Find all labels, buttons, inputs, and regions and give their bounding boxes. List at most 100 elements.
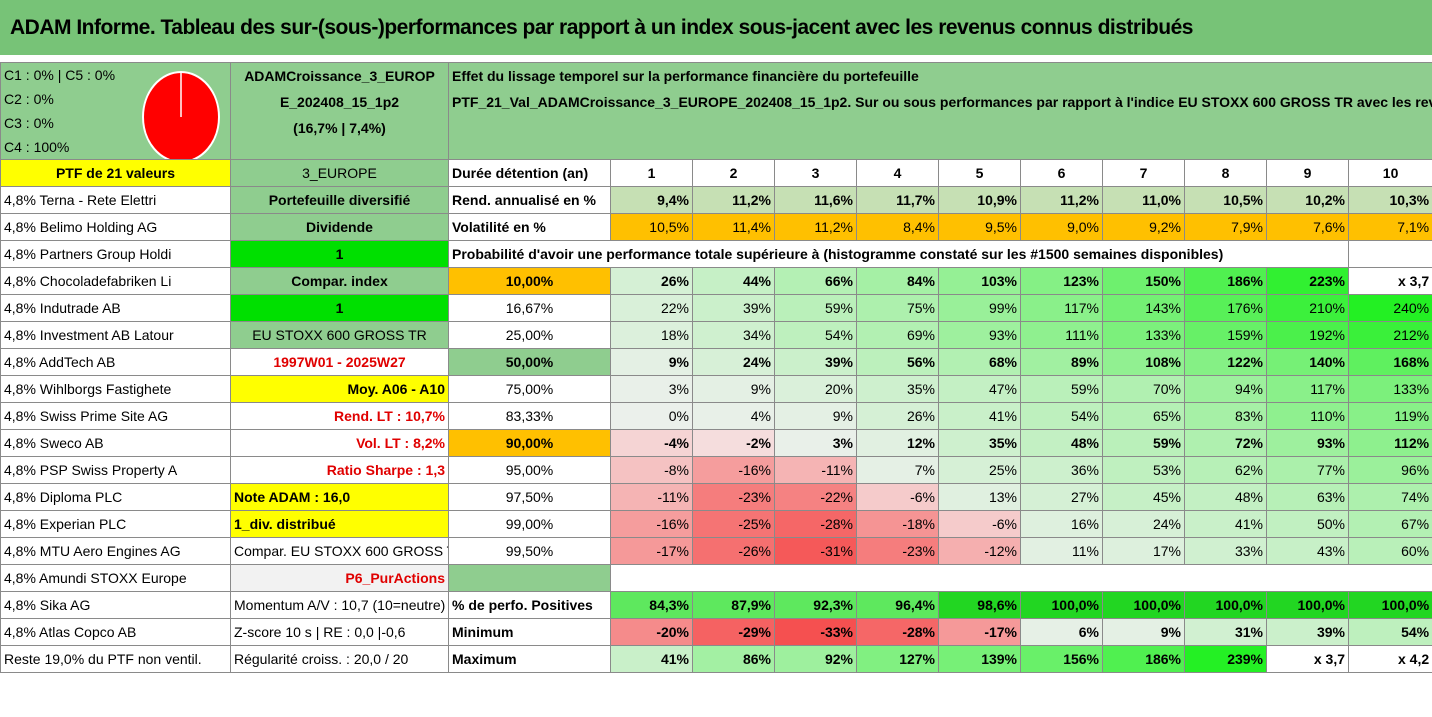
volatility-value: 11,4% — [692, 213, 775, 241]
probability-value: 48% — [1020, 429, 1103, 457]
probability-value: 159% — [1184, 321, 1267, 349]
duration-row: PTF de 21 valeurs 3_EUROPE Durée détention… — [0, 159, 1432, 187]
duration-year: 6 — [1020, 159, 1103, 187]
info-cell: 1 — [230, 240, 449, 268]
minimum-value: -33% — [774, 618, 857, 646]
maximum-value: 156% — [1020, 645, 1103, 673]
probability-value: 59% — [1020, 375, 1103, 403]
info-cell: Note ADAM : 16,0 — [230, 483, 449, 511]
probability-value: 3% — [610, 375, 693, 403]
probability-value: 54% — [774, 321, 857, 349]
probability-value: 56% — [856, 348, 939, 376]
holding-name: 4,8% Wihlborgs Fastighete — [0, 375, 231, 403]
holding-name: 4,8% MTU Aero Engines AG — [0, 537, 231, 565]
probability-value: -23% — [856, 537, 939, 565]
positive-value: 100,0% — [1102, 591, 1185, 619]
probability-value: 119% — [1347, 402, 1432, 430]
table-row: 4,8% Partners Group Holdi 1 Probabilité d'… — [0, 240, 1432, 268]
probability-value: -6% — [856, 483, 939, 511]
probability-value: 9% — [610, 348, 693, 376]
probability-value: 59% — [1102, 429, 1185, 457]
minimum-value: -28% — [856, 618, 939, 646]
positive-label: % de perfo. Positives — [448, 591, 611, 619]
probability-value: -2% — [692, 429, 775, 457]
volatility-value: 8,4% — [856, 213, 939, 241]
empty-cell — [1347, 240, 1432, 268]
probability-value: -23% — [692, 483, 775, 511]
table-row: 4,8% Amundi STOXX Europe P6_PurActions — [0, 564, 1432, 592]
annual-return-value: 11,0% — [1102, 186, 1185, 214]
annual-return-value: 10,2% — [1266, 186, 1349, 214]
positive-value: 100,0% — [1020, 591, 1103, 619]
probability-value: 50% — [1266, 510, 1349, 538]
table-row: 4,8% Sweco AB Vol. LT : 8,2% 90,00% -4% -2% 3… — [0, 429, 1432, 457]
annual-return-value: 11,6% — [774, 186, 857, 214]
probability-value: 43% — [1266, 537, 1349, 565]
description-cell: Effet du lissage temporel sur la perform… — [447, 62, 1432, 160]
info-cell: 1 — [230, 294, 449, 322]
annual-return-value: 11,7% — [856, 186, 939, 214]
duration-year: 4 — [856, 159, 939, 187]
maximum-value: 41% — [610, 645, 693, 673]
volatility-value: 11,2% — [774, 213, 857, 241]
probability-value: 176% — [1184, 294, 1267, 322]
probability-value: 143% — [1102, 294, 1185, 322]
info-cell: EU STOXX 600 GROSS TR — [230, 321, 449, 349]
annual-return-value: 11,2% — [1020, 186, 1103, 214]
probability-level: 50,00% — [448, 348, 611, 376]
probability-value: 7% — [856, 456, 939, 484]
duration-year: 9 — [1266, 159, 1349, 187]
probability-value: 103% — [938, 267, 1021, 295]
probability-value: 63% — [1266, 483, 1349, 511]
description-line: Effet du lissage temporel sur la perform… — [452, 68, 919, 84]
minimum-value: 54% — [1347, 618, 1432, 646]
probability-value: 39% — [774, 348, 857, 376]
minimum-value: 9% — [1102, 618, 1185, 646]
annual-return-value: 10,3% — [1347, 186, 1432, 214]
probability-level: 99,50% — [448, 537, 611, 565]
probability-value: 89% — [1020, 348, 1103, 376]
volatility-value: 7,1% — [1347, 213, 1432, 241]
volatility-label: Volatilité en % — [448, 213, 611, 241]
probability-value: x 3,7 — [1347, 267, 1432, 295]
holding-name: 4,8% PSP Swiss Property A — [0, 456, 231, 484]
probability-level: 75,00% — [448, 375, 611, 403]
annual-return-value: 10,9% — [938, 186, 1021, 214]
minimum-value: -17% — [938, 618, 1021, 646]
probability-value: 41% — [1184, 510, 1267, 538]
info-cell: Z-score 10 s | RE : 0,0 |-0,6 — [230, 618, 449, 646]
info-cell: 1_div. distribué — [230, 510, 449, 538]
probability-value: 77% — [1266, 456, 1349, 484]
info-cell: P6_PurActions — [230, 564, 449, 592]
probability-level: 25,00% — [448, 321, 611, 349]
probability-value: 133% — [1347, 375, 1432, 403]
probability-value: 111% — [1020, 321, 1103, 349]
annual-return-label: Rend. annualisé en % — [448, 186, 611, 214]
probability-value: 34% — [692, 321, 775, 349]
table-row: 4,8% PSP Swiss Property A Ratio Sharpe : … — [0, 456, 1432, 484]
probability-level: 16,67% — [448, 294, 611, 322]
info-cell: 1997W01 - 2025W27 — [230, 348, 449, 376]
probability-value: 39% — [692, 294, 775, 322]
info-cell: Ratio Sharpe : 1,3 — [230, 456, 449, 484]
probability-value: -11% — [610, 483, 693, 511]
duration-year: 2 — [692, 159, 775, 187]
holding-name: 4,8% Terna - Rete Elettri — [0, 186, 231, 214]
probability-value: -31% — [774, 537, 857, 565]
probability-value: 12% — [856, 429, 939, 457]
probability-value: 93% — [1266, 429, 1349, 457]
holding-name: 4,8% Partners Group Holdi — [0, 240, 231, 268]
info-cell: Portefeuille diversifié — [230, 186, 449, 214]
minimum-value: -29% — [692, 618, 775, 646]
annual-return-value: 10,5% — [1184, 186, 1267, 214]
probability-value: 18% — [610, 321, 693, 349]
probability-value: 24% — [1102, 510, 1185, 538]
positive-value: 100,0% — [1347, 591, 1432, 619]
probability-value: 25% — [938, 456, 1021, 484]
holding-name: 4,8% Sika AG — [0, 591, 231, 619]
minimum-value: 31% — [1184, 618, 1267, 646]
probability-level: 90,00% — [448, 429, 611, 457]
probability-value: 223% — [1266, 267, 1349, 295]
probability-value: 210% — [1266, 294, 1349, 322]
table-row: Reste 19,0% du PTF non ventil. Régularité… — [0, 645, 1432, 673]
